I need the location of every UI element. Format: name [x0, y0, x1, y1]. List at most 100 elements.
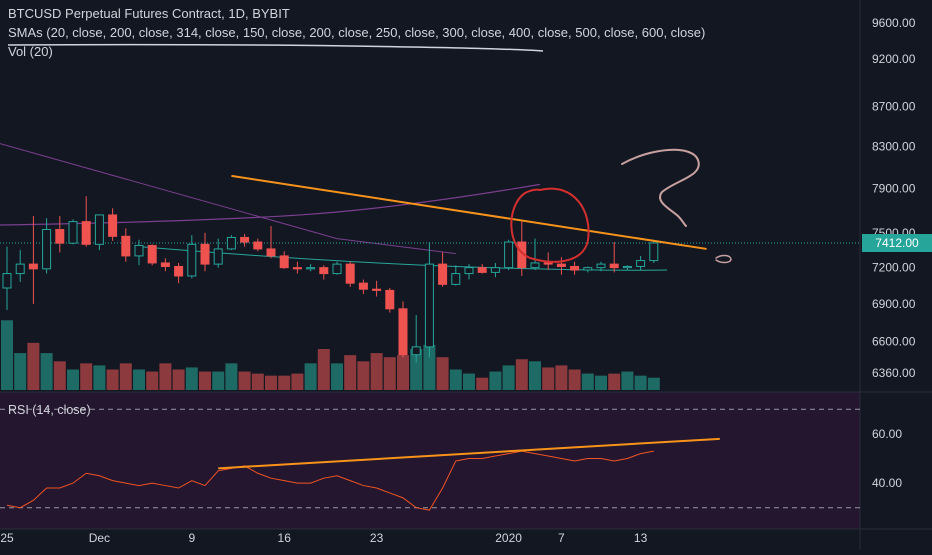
candle-up[interactable] — [424, 263, 434, 348]
candle-down[interactable] — [108, 214, 118, 237]
candle-down[interactable] — [358, 282, 368, 290]
volume-bar — [27, 342, 40, 390]
rsi-axis-label: 40.00 — [872, 476, 902, 490]
candle-down[interactable] — [609, 263, 619, 269]
candle-down[interactable] — [319, 267, 329, 275]
volume-bar — [53, 361, 66, 390]
candle-down[interactable] — [556, 263, 566, 267]
volume-bar — [265, 375, 277, 390]
volume-bar — [502, 365, 515, 390]
volume-bar — [529, 361, 541, 390]
candle-down[interactable] — [28, 263, 38, 270]
candle-up[interactable] — [68, 221, 78, 244]
price-axis-label: 7900.00 — [872, 182, 916, 196]
candle-up[interactable] — [332, 263, 342, 275]
volume-bar — [185, 367, 198, 390]
candle-up[interactable] — [226, 236, 236, 250]
volume-bar — [14, 353, 27, 390]
time-axis-label: 16 — [278, 531, 292, 545]
volume-bar — [436, 357, 449, 390]
candle-up[interactable] — [94, 214, 104, 245]
volume-bar — [568, 369, 581, 390]
candle-up[interactable] — [583, 267, 593, 271]
volume-bar — [542, 367, 555, 390]
dot-annotation[interactable] — [715, 254, 732, 264]
candle-up[interactable] — [504, 241, 514, 269]
volume-bar — [595, 375, 607, 390]
candle-down[interactable] — [160, 262, 170, 267]
volume-bar — [133, 369, 145, 390]
time-axis-label: 13 — [634, 531, 648, 545]
volume-bar — [317, 349, 330, 390]
volume-bar — [212, 371, 225, 390]
volume-bar — [291, 373, 304, 390]
candle-down[interactable] — [240, 236, 250, 243]
candle-down[interactable] — [345, 263, 355, 284]
candle-down[interactable] — [372, 288, 382, 291]
candle-up[interactable] — [464, 267, 474, 275]
candle-down[interactable] — [292, 267, 302, 270]
volume-bar — [344, 355, 357, 390]
volume-bar — [80, 363, 93, 390]
volume-bar — [647, 377, 660, 390]
volume-bar — [423, 344, 436, 390]
candle-down[interactable] — [385, 289, 395, 310]
candle-up[interactable] — [636, 260, 646, 267]
candle-up[interactable] — [134, 244, 144, 257]
candle-up[interactable] — [490, 267, 500, 273]
candle-down[interactable] — [279, 255, 289, 269]
candle-down[interactable] — [266, 248, 276, 257]
sma-legend[interactable]: SMAs (20, close, 200, close, 314, close,… — [8, 25, 706, 40]
volume-bar — [225, 363, 238, 390]
candle-down[interactable] — [253, 241, 263, 250]
volume-bar — [331, 363, 343, 390]
candle-down[interactable] — [121, 235, 131, 257]
rsi-legend[interactable]: RSI (14, close) — [8, 403, 91, 417]
volume-bar — [278, 375, 291, 390]
price-trendline[interactable] — [231, 174, 707, 250]
price-axis-label: 6900.00 — [872, 297, 916, 311]
candle-down[interactable] — [200, 243, 210, 265]
candle-down[interactable] — [81, 221, 91, 245]
candle-up[interactable] — [187, 243, 197, 277]
chart-title: BTCUSD Perpetual Futures Contract, 1D, B… — [8, 6, 290, 21]
question-mark-annotation[interactable] — [621, 148, 700, 227]
candle-down[interactable] — [477, 267, 487, 273]
volume-bar — [397, 355, 409, 390]
candle-down[interactable] — [398, 308, 408, 356]
volume-bar — [304, 363, 317, 390]
candle-up[interactable] — [622, 265, 632, 269]
volume-legend[interactable]: Vol (20) — [8, 44, 53, 59]
candle-down[interactable] — [543, 262, 553, 265]
candle-down[interactable] — [438, 263, 448, 285]
candle-up[interactable] — [2, 273, 12, 289]
candle-up[interactable] — [530, 262, 540, 269]
volume-bar — [410, 349, 423, 390]
volume-bar — [634, 375, 647, 390]
volume-bar — [106, 369, 119, 390]
volume-bar — [357, 361, 370, 390]
price-axis-label: 7200.00 — [872, 261, 916, 275]
candle-up[interactable] — [306, 267, 316, 270]
rsi-line[interactable] — [6, 450, 654, 511]
candle-up[interactable] — [42, 229, 52, 270]
candle-down[interactable] — [174, 265, 184, 277]
time-axis-label: 9 — [188, 531, 195, 545]
candle-up[interactable] — [411, 346, 421, 356]
candle-down[interactable] — [55, 229, 65, 244]
candle-up[interactable] — [451, 273, 461, 285]
volume-bar — [463, 373, 475, 390]
annotation-circle[interactable] — [510, 187, 590, 263]
candle-up[interactable] — [649, 242, 659, 262]
time-axis-label: 2020 — [495, 531, 522, 545]
rsi-trendline[interactable] — [218, 437, 720, 470]
candle-down[interactable] — [570, 265, 580, 271]
volume-bar — [370, 353, 383, 390]
candle-up[interactable] — [15, 263, 25, 275]
candle-down[interactable] — [147, 244, 157, 264]
candle-up[interactable] — [596, 263, 606, 269]
candle-up[interactable] — [213, 248, 223, 265]
time-axis-label: Dec — [89, 531, 110, 545]
